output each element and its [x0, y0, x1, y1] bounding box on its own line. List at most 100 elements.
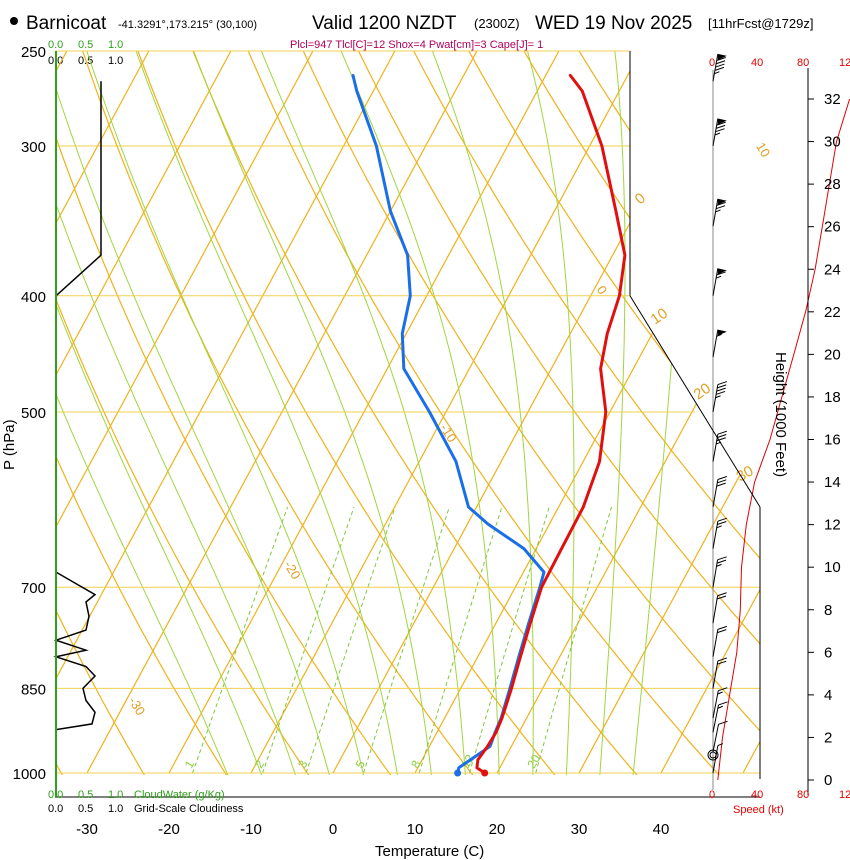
wind-barb-staff [712, 660, 719, 689]
wind-barb-staff [712, 384, 719, 413]
wind-barb-flag [716, 559, 727, 564]
height-tick-label: 14 [824, 474, 841, 491]
cloudiness-label: Grid-Scale Cloudiness [134, 803, 244, 815]
height-tick-label: 32 [824, 91, 841, 108]
height-tick-label: 30 [824, 134, 841, 151]
wind-barb-flag [715, 63, 725, 68]
isotherm-label: 10 [753, 140, 773, 160]
forecast-run: [11hrFcst@1729z] [708, 16, 813, 31]
mixing-ratio-line [469, 506, 550, 774]
isobars [56, 50, 760, 774]
temperature-tick-label: -10 [240, 821, 262, 838]
height-tick-label: 24 [824, 261, 841, 278]
dry-adiabat-line [552, 51, 760, 775]
wind-barb [712, 625, 728, 657]
dry-adiabat-line [283, 51, 760, 775]
height-tick-label: 0 [824, 772, 832, 789]
wind-barb-flag [717, 384, 727, 389]
wind-barb [712, 720, 728, 752]
dry-adiabat-line [56, 51, 76, 775]
height-tick-label: 4 [824, 687, 832, 704]
wind-barb [712, 53, 727, 82]
mixing-ratio-line [262, 506, 355, 774]
wind-barb [712, 268, 727, 296]
moist-adiabat-line [120, 51, 402, 775]
isotherm-line [496, 51, 760, 774]
cl-tick-bot-2: 1.0 [108, 803, 123, 815]
wind-barb-staff [712, 595, 719, 624]
wind-barb [712, 430, 728, 462]
wind-barb-flag [715, 124, 726, 129]
moist-adiabat-line [56, 51, 337, 775]
wind-barb-flag [717, 592, 727, 597]
height-tick-label: 6 [824, 644, 832, 661]
isotherm-line [660, 51, 760, 774]
cw-tick-bot-0: 0.0 [48, 789, 63, 801]
height-axis-label: Height (1000 Feet) [772, 352, 789, 477]
temperature-tick-label: 30 [571, 821, 588, 838]
moist-adiabat-line [56, 51, 304, 775]
wind-barb-flag [716, 437, 726, 442]
height-tick-label: 28 [824, 176, 841, 193]
wind-barb-half [715, 275, 722, 279]
wind-barb [712, 687, 728, 719]
cw-tick-top-2: 1.0 [108, 39, 123, 51]
wind-barb-flag [718, 720, 728, 725]
wind-barb-flag [718, 701, 728, 706]
height-tick-label: 12 [824, 517, 841, 534]
isotherm-line [578, 51, 760, 774]
cl-tick-bot-1: 0.5 [78, 803, 93, 815]
wind-barb-flag [715, 390, 726, 395]
wind-barb-flag [716, 482, 726, 487]
adiabat-label: 0 [632, 190, 649, 208]
cw-tick-top-1: 0.5 [78, 39, 93, 51]
wind-barb-staff [712, 629, 719, 657]
temperature-tick-label: -20 [158, 821, 180, 838]
temperature-tick-label: -30 [76, 821, 98, 838]
wind-barb-flag [717, 556, 727, 561]
surface-dewpoint-dot [454, 769, 462, 777]
dry-adiabat-line [56, 51, 409, 775]
wind-barb-half [716, 525, 722, 529]
wind-barb-flag [717, 521, 727, 525]
wind-barb-flag [717, 476, 728, 480]
wind-barb [712, 381, 728, 413]
dry-adiabat-line [606, 51, 760, 775]
cw-tick-bot-2: 1.0 [108, 789, 123, 801]
wind-barb-flag [717, 517, 728, 522]
wind-barb-flag [717, 381, 728, 386]
isotherm-line [56, 51, 337, 774]
height-tick-label: 8 [824, 602, 832, 619]
moist-adiabat-line [56, 51, 271, 775]
wind-barb [712, 517, 728, 549]
mixing-ratio-line [192, 506, 289, 774]
pressure-tick-label: 400 [21, 289, 46, 306]
valid-time: Valid 1200 NZDT [312, 13, 457, 34]
cl-tick-top-2: 1.0 [108, 55, 123, 67]
wind-barb [712, 701, 728, 733]
speed-tick-bot-3: 12 [839, 789, 850, 801]
wind-barb-staff [712, 479, 719, 508]
wind-barb [712, 198, 727, 227]
wind-barb-half [717, 743, 724, 747]
moist-adiabat-line [322, 51, 501, 775]
wind-barb-staff [712, 704, 720, 733]
valid-date: WED 19 Nov 2025 [535, 13, 692, 34]
mixing-ratio-line [305, 506, 396, 774]
height-tick-label: 26 [824, 219, 841, 236]
cw-tick-top-0: 0.0 [48, 39, 63, 51]
moist-adiabat-line [56, 51, 238, 775]
pressure-tick-label: 300 [21, 139, 46, 156]
temperature-axis-label: Temperature (C) [375, 843, 484, 860]
wind-barb-half [715, 209, 721, 213]
wind-barb-flag [716, 387, 726, 392]
speed-axis-label: Speed (kt) [733, 804, 784, 816]
pressure-tick-label: 1000 [13, 766, 46, 783]
wind-barb [712, 657, 728, 689]
pressure-tick-label: 700 [21, 580, 46, 597]
height-tick-label: 18 [824, 389, 841, 406]
adiabat-label: 10 [648, 305, 671, 328]
dry-adiabat-line [56, 51, 326, 775]
wind-barb-pennant [717, 268, 727, 275]
